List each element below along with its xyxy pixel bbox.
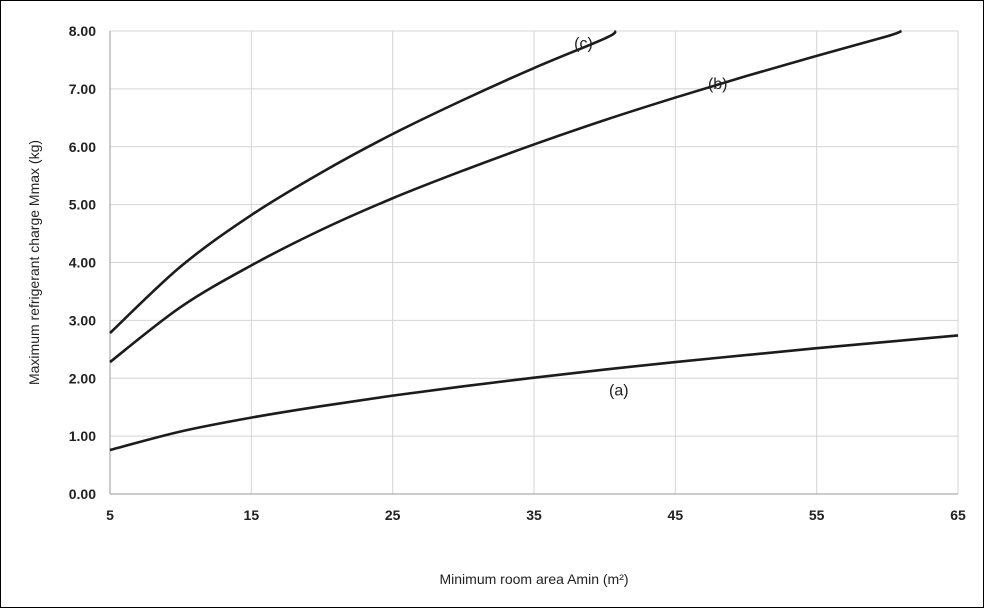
y-axis-title: Maximum refrigerant charge Mmax (kg) <box>26 140 42 385</box>
grid <box>110 30 959 494</box>
x-tick-label: 15 <box>244 507 260 523</box>
x-tick-label: 35 <box>526 507 542 523</box>
x-tick-label: 5 <box>106 507 114 523</box>
y-tick-label: 8.00 <box>69 23 96 39</box>
x-tick-label: 65 <box>950 507 966 523</box>
y-tick-label: 0.00 <box>69 486 96 502</box>
series-line-c <box>109 29 617 335</box>
series-lines <box>109 29 959 452</box>
y-tick-label: 6.00 <box>69 139 96 155</box>
series-label-c: (c) <box>574 35 593 52</box>
series-label-b: (b) <box>708 76 728 93</box>
axes <box>109 31 958 495</box>
y-tick-label: 5.00 <box>69 197 96 213</box>
x-tick-label: 55 <box>809 507 825 523</box>
y-tick-label: 2.00 <box>69 370 96 386</box>
x-axis-title: Minimum room area Amin (m²) <box>439 571 628 587</box>
series-line-a <box>109 334 959 452</box>
x-tick-label: 25 <box>385 507 401 523</box>
series-labels: (a) (b) (c) <box>574 35 727 399</box>
tick-labels: 5 15 25 35 45 55 65 0.00 1.00 2.00 3.00 4.00 5.00 6.0… <box>69 23 966 523</box>
y-tick-label: 4.00 <box>69 255 96 271</box>
y-tick-label: 7.00 <box>69 81 96 97</box>
y-tick-label: 3.00 <box>69 312 96 328</box>
y-tick-label: 1.00 <box>69 428 96 444</box>
x-tick-label: 45 <box>668 507 684 523</box>
series-label-a: (a) <box>609 383 629 400</box>
series-line-b <box>109 29 902 364</box>
